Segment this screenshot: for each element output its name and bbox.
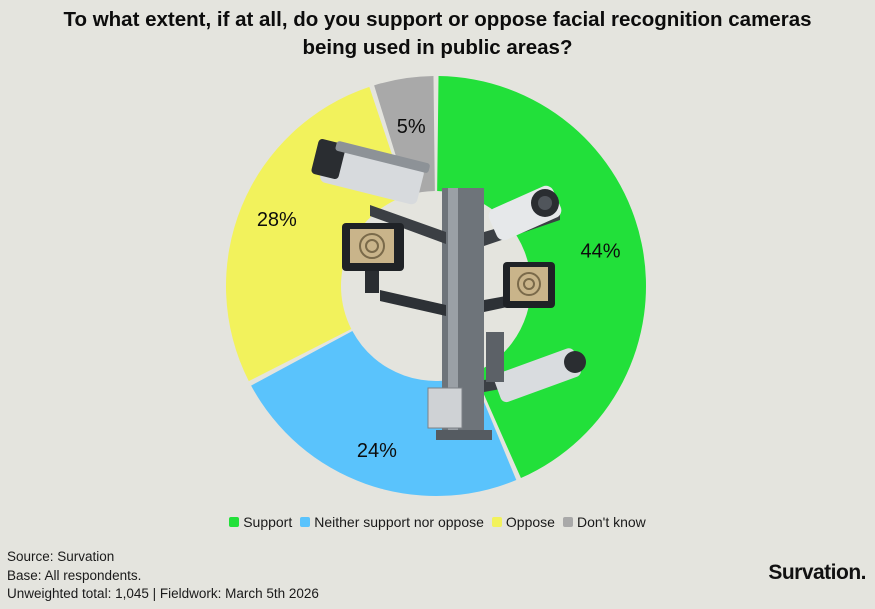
- legend-item: Don't know: [562, 514, 646, 530]
- slice-label-0: 44%: [581, 241, 621, 263]
- legend-item: Neither support nor oppose: [300, 514, 484, 530]
- chart-notes: Source: Survation Base: All respondents.…: [7, 548, 319, 604]
- slice-neither-support-nor-oppose: [251, 331, 517, 497]
- legend-swatch: [491, 517, 502, 527]
- base-note: Base: All respondents.: [7, 567, 142, 583]
- legend-item: Support: [229, 514, 292, 530]
- legend-swatch: [229, 517, 240, 527]
- legend-item: Oppose: [491, 514, 555, 530]
- sample-note: Unweighted total: 1,045 | Fieldwork: Mar…: [7, 586, 319, 601]
- legend-label: Don't know: [576, 514, 646, 530]
- chart-title-line-1: To what extent, if at all, do you suppor…: [63, 8, 812, 31]
- cctv-cameras-pole-image: [311, 139, 586, 440]
- slice-label-3: 5%: [397, 116, 426, 138]
- slice-label-2: 28%: [257, 209, 297, 231]
- slice-label-1: 24%: [357, 440, 397, 462]
- slice-labels: 44% 24% 28% 5%: [257, 116, 621, 462]
- legend-swatch: [562, 517, 573, 527]
- survation-logo: Survation.: [768, 561, 866, 584]
- source-note: Source: Survation: [7, 549, 115, 564]
- chart-title: To what extent, if at all, do you suppor…: [0, 6, 875, 62]
- legend-swatch: [300, 517, 311, 527]
- chart-legend: Support Neither support nor oppose Oppose D…: [0, 514, 875, 530]
- legend-label: Neither support nor oppose: [314, 514, 484, 530]
- chart-title-line-2: being used in public areas?: [302, 36, 573, 59]
- legend-label: Oppose: [505, 514, 555, 530]
- legend-label: Support: [243, 514, 293, 530]
